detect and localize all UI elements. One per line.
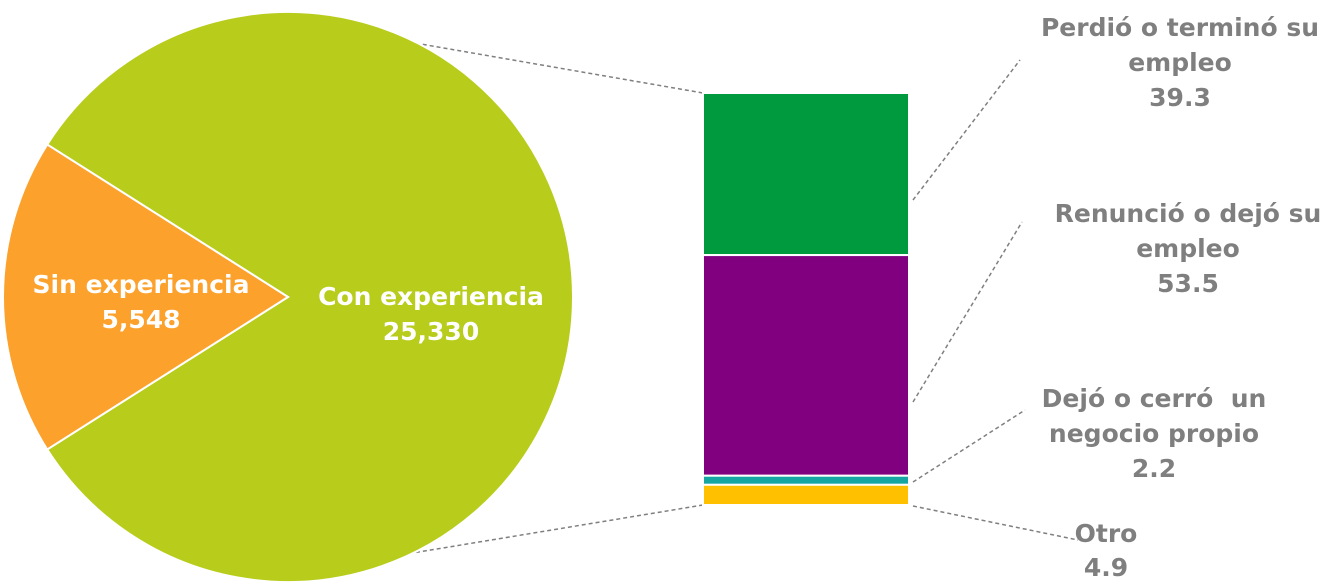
pie-slice-sin-experiencia [2, 143, 290, 451]
pie-value-con-experiencia: 25,330 [383, 317, 479, 346]
bar-label-renuncio-line1: Renunció o dejó su [1055, 199, 1322, 228]
bar-segment-perdio [702, 92, 910, 257]
bar-value-renuncio: 53.5 [1157, 269, 1219, 298]
bar-segment-otro [702, 483, 910, 506]
bar-value-dejo: 2.2 [1132, 454, 1176, 483]
bar-label-perdio-line2: empleo [1128, 48, 1232, 77]
bar-value-otro: 4.9 [1084, 553, 1128, 582]
leader-line-renuncio [912, 221, 1023, 403]
bar-label-dejo-line2: negocio propio [1049, 419, 1259, 448]
leader-lines [912, 59, 1079, 541]
bar-label-dejo-line1: Dejó o cerró un [1042, 384, 1267, 413]
pie-slice-con-experiencia [45, 11, 574, 583]
pie-chart [2, 11, 574, 583]
bar-label-renuncio-line2: empleo [1136, 234, 1240, 263]
bar-label-otro: Otro [1075, 519, 1138, 548]
bar-segment-dejo [702, 474, 910, 486]
leader-line-dejo [912, 409, 1026, 483]
pie-label-sin-experiencia: Sin experiencia [33, 270, 250, 299]
bar-value-perdio: 39.3 [1149, 83, 1211, 112]
bar-segment-renuncio [702, 254, 910, 477]
pie-value-sin-experiencia: 5,548 [101, 305, 180, 334]
bar-label-perdio-line1: Perdió o terminó su [1041, 13, 1319, 42]
connector-top [339, 29, 704, 94]
leader-line-perdio [912, 59, 1021, 201]
stacked-bar-chart [702, 92, 910, 506]
pie-label-con-experiencia: Con experiencia [318, 282, 544, 311]
connector-bottom [339, 504, 704, 566]
leader-line-otro [912, 505, 1079, 541]
